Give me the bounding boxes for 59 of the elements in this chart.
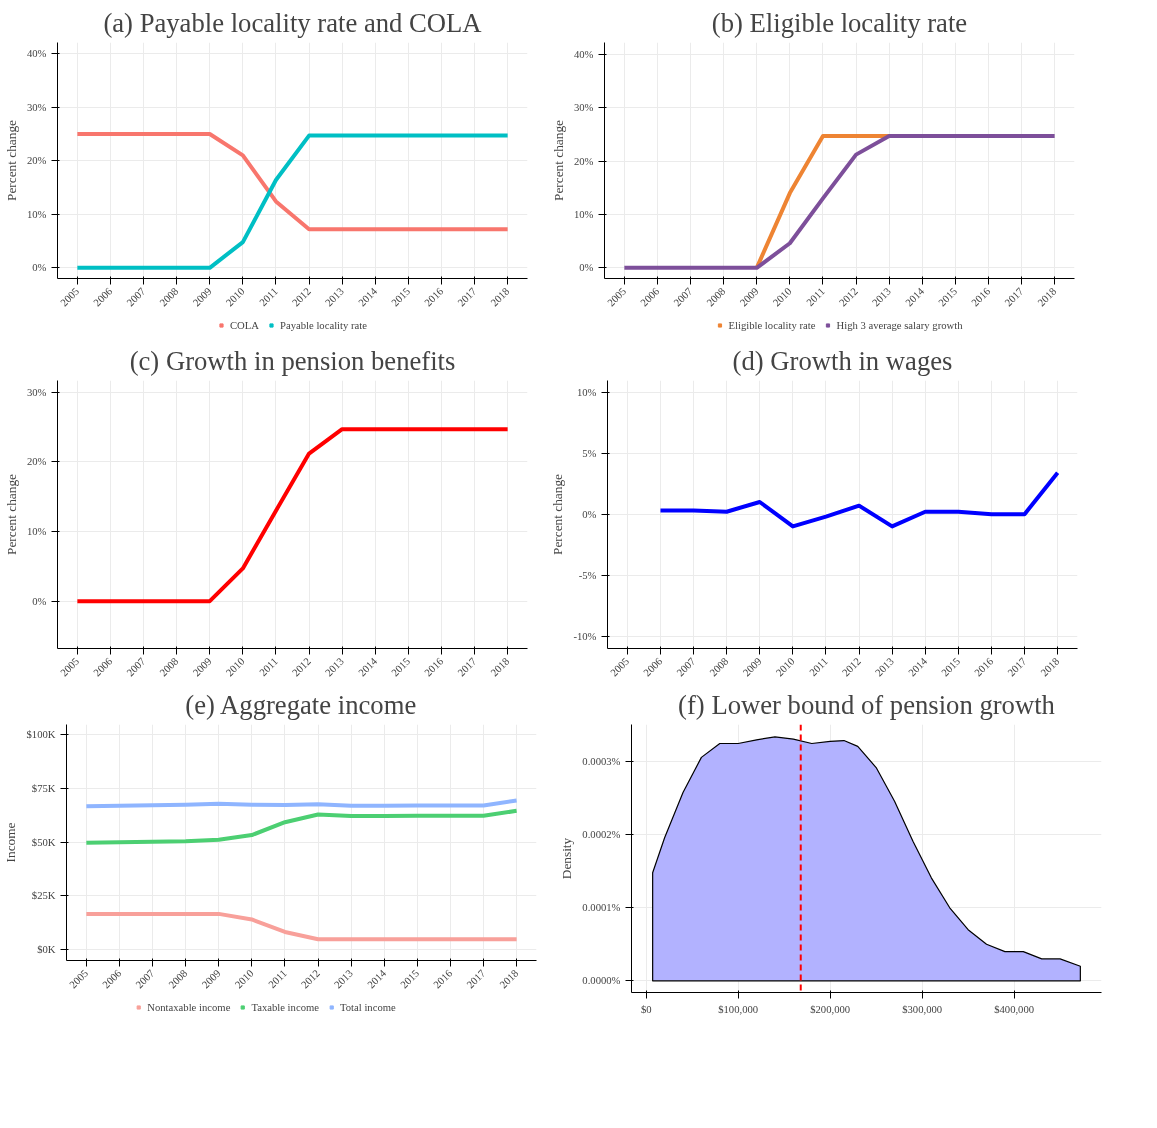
x-tick-label: $200,000: [810, 1003, 851, 1015]
line-series: [84, 911, 519, 942]
y-tick-label: 0.0002%: [582, 829, 621, 841]
y-axis-title: Income: [3, 822, 19, 863]
y-tick-label: 40%: [26, 48, 47, 60]
y-tick-label: 0%: [579, 262, 594, 274]
y-tick-label: 30%: [26, 386, 47, 398]
legend-label: High 3 average salary growth: [836, 319, 963, 331]
legend-label: Taxable income: [251, 1001, 319, 1013]
y-tick-label: 0.0003%: [582, 756, 621, 768]
y-tick-label: 20%: [26, 155, 47, 167]
y-tick-label: 0%: [582, 508, 597, 520]
y-tick-label: 40%: [573, 48, 594, 60]
x-tick-label: $300,000: [902, 1003, 943, 1015]
chart-title: (b) Eligible locality rate: [711, 7, 968, 38]
chart-title: (d) Growth in wages: [732, 345, 953, 376]
y-tick-label: 0.0001%: [582, 902, 621, 914]
y-tick-label: 10%: [26, 208, 47, 220]
y-tick-label: 10%: [26, 526, 47, 538]
y-tick-label: 0.0000%: [582, 975, 621, 987]
line-series: [75, 132, 510, 232]
x-tick-label: $400,000: [994, 1003, 1035, 1015]
y-tick-label: $50K: [31, 836, 56, 848]
y-tick-label: $0K: [37, 944, 56, 956]
y-tick-label: $75K: [31, 782, 56, 794]
legend-label: Payable locality rate: [280, 319, 368, 331]
y-axis-title: Percent change: [3, 119, 19, 202]
y-tick-label: -5%: [578, 569, 597, 581]
legend-label: COLA: [229, 319, 260, 331]
y-tick-label: $100K: [26, 729, 56, 741]
legend-label: Eligible locality rate: [728, 319, 816, 331]
y-tick-label: 30%: [573, 102, 594, 114]
y-axis-title: Percent change: [3, 473, 19, 556]
x-tick-label: $0: [640, 1003, 652, 1015]
y-axis-title: Density: [559, 837, 575, 880]
y-tick-label: 20%: [26, 456, 47, 468]
y-axis-title: Percent change: [550, 473, 566, 556]
y-axis-title: Percent change: [550, 119, 566, 202]
line-series: [622, 133, 1057, 270]
y-tick-label: 10%: [576, 386, 597, 398]
y-tick-label: -10%: [573, 630, 597, 642]
legend-label: Nontaxable income: [147, 1001, 231, 1013]
line-series: [75, 427, 510, 604]
y-tick-label: 10%: [573, 208, 594, 220]
chart-title: (f) Lower bound of pension growth: [678, 689, 1055, 720]
legend-label: Total income: [339, 1001, 396, 1013]
y-tick-label: $25K: [31, 890, 56, 902]
chart-title: (c) Growth in pension benefits: [129, 345, 456, 376]
chart-title: (a) Payable locality rate and COLA: [103, 7, 483, 38]
line-series: [84, 808, 519, 845]
y-tick-label: 0%: [32, 595, 47, 607]
line-series: [75, 133, 510, 270]
y-tick-label: 5%: [582, 447, 597, 459]
y-tick-label: 20%: [573, 155, 594, 167]
x-tick-label: $100,000: [718, 1003, 759, 1015]
y-tick-label: 0%: [32, 262, 47, 274]
chart-title: (e) Aggregate income: [185, 689, 417, 720]
y-tick-label: 30%: [26, 101, 47, 113]
line-series: [658, 470, 1060, 529]
